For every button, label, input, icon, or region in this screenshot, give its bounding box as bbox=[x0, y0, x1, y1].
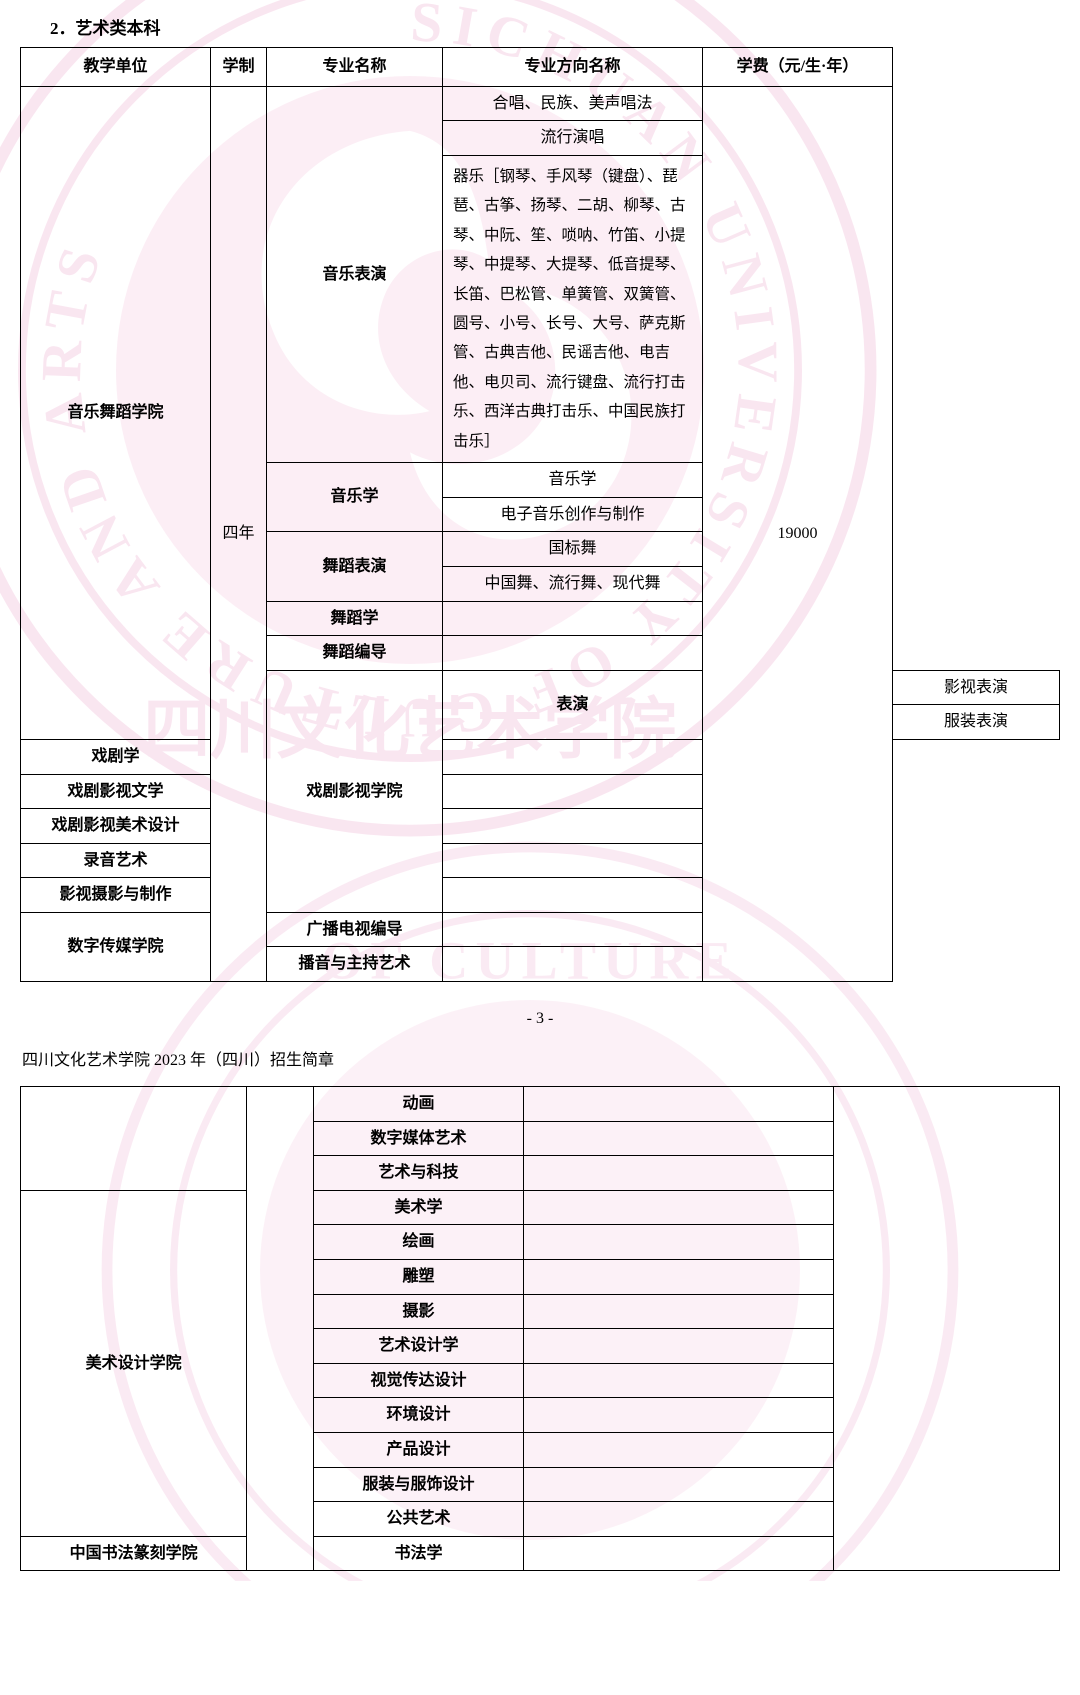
direction-cell: 服装表演 bbox=[893, 705, 1060, 740]
header-duration: 学制 bbox=[211, 48, 267, 87]
direction-cell bbox=[523, 1225, 833, 1260]
major-product-design: 产品设计 bbox=[314, 1433, 524, 1468]
direction-cell: 中国舞、流行舞、现代舞 bbox=[443, 566, 703, 601]
duration-cell: 四年 bbox=[211, 86, 267, 981]
table-row: 数字传媒学院 广播电视编导 bbox=[21, 912, 1060, 947]
major-art-design-study: 艺术设计学 bbox=[314, 1329, 524, 1364]
direction-cell bbox=[443, 739, 703, 774]
page-number: - 3 - bbox=[20, 1010, 1060, 1028]
direction-cell-long: 器乐［钢琴、手风琴（键盘）、琵琶、古筝、扬琴、二胡、柳琴、古琴、中阮、笙、唢呐、… bbox=[443, 155, 703, 462]
header-direction: 专业方向名称 bbox=[443, 48, 703, 87]
unit-blank bbox=[21, 1087, 247, 1191]
major-music-perf: 音乐表演 bbox=[267, 86, 443, 463]
unit-art-design: 美术设计学院 bbox=[21, 1190, 247, 1536]
major-recording: 录音艺术 bbox=[21, 843, 211, 878]
fee-blank bbox=[833, 1087, 1059, 1571]
major-drama-study: 戏剧学 bbox=[21, 739, 211, 774]
unit-music-dance: 音乐舞蹈学院 bbox=[21, 86, 211, 739]
unit-drama-film: 戏剧影视学院 bbox=[267, 670, 443, 912]
unit-digital-media: 数字传媒学院 bbox=[21, 912, 211, 981]
direction-cell bbox=[523, 1121, 833, 1156]
header-fee: 学费（元/生·年） bbox=[703, 48, 893, 87]
direction-cell bbox=[523, 1502, 833, 1537]
major-fine-arts: 美术学 bbox=[314, 1190, 524, 1225]
direction-cell bbox=[523, 1467, 833, 1502]
header-major: 专业名称 bbox=[267, 48, 443, 87]
direction-cell bbox=[523, 1329, 833, 1364]
table-header-row: 教学单位 学制 专业名称 专业方向名称 学费（元/生·年） bbox=[21, 48, 1060, 87]
table-row: 戏剧学 bbox=[21, 739, 1060, 774]
direction-cell bbox=[443, 878, 703, 913]
fee-cell: 19000 bbox=[703, 86, 893, 981]
major-public-art: 公共艺术 bbox=[314, 1502, 524, 1537]
direction-cell bbox=[523, 1363, 833, 1398]
table-row: 动画 bbox=[21, 1087, 1060, 1122]
direction-cell bbox=[523, 1294, 833, 1329]
major-digital-media-art: 数字媒体艺术 bbox=[314, 1121, 524, 1156]
table-row: 音乐舞蹈学院 四年 音乐表演 合唱、民族、美声唱法 19000 bbox=[21, 86, 1060, 121]
major-dance-study: 舞蹈学 bbox=[267, 601, 443, 636]
major-dance-choreo: 舞蹈编导 bbox=[267, 636, 443, 671]
program-table-2: 动画 数字媒体艺术 艺术与科技 美术设计学院 美术学 绘画 雕塑 摄影 艺术设计… bbox=[20, 1086, 1060, 1571]
direction-cell bbox=[443, 636, 703, 671]
major-env-design: 环境设计 bbox=[314, 1398, 524, 1433]
direction-cell bbox=[523, 1087, 833, 1122]
direction-cell bbox=[443, 843, 703, 878]
major-sculpture: 雕塑 bbox=[314, 1260, 524, 1295]
direction-cell bbox=[523, 1156, 833, 1191]
major-photography: 摄影 bbox=[314, 1294, 524, 1329]
table-row: 戏剧影视文学 bbox=[21, 774, 1060, 809]
major-drama-film-art: 戏剧影视美术设计 bbox=[21, 809, 211, 844]
major-art-tech: 艺术与科技 bbox=[314, 1156, 524, 1191]
major-visual-comm: 视觉传达设计 bbox=[314, 1363, 524, 1398]
direction-cell bbox=[523, 1260, 833, 1295]
direction-cell bbox=[443, 774, 703, 809]
direction-cell: 影视表演 bbox=[893, 670, 1060, 705]
next-page-header: 四川文化艺术学院 2023 年（四川）招生简章 bbox=[22, 1046, 1060, 1070]
direction-cell bbox=[443, 912, 703, 947]
major-tv-directing: 广播电视编导 bbox=[267, 912, 443, 947]
major-dance-perf: 舞蹈表演 bbox=[267, 532, 443, 601]
program-table-1: 教学单位 学制 专业名称 专业方向名称 学费（元/生·年） 音乐舞蹈学院 四年 … bbox=[20, 47, 1060, 982]
major-calligraphy: 书法学 bbox=[314, 1536, 524, 1571]
major-musicology: 音乐学 bbox=[267, 463, 443, 532]
direction-cell bbox=[443, 947, 703, 982]
direction-cell: 流行演唱 bbox=[443, 121, 703, 156]
major-fashion-design: 服装与服饰设计 bbox=[314, 1467, 524, 1502]
major-film-photo: 影视摄影与制作 bbox=[21, 878, 211, 913]
major-drama-film-lit: 戏剧影视文学 bbox=[21, 774, 211, 809]
table-row: 影视摄影与制作 bbox=[21, 878, 1060, 913]
direction-cell bbox=[523, 1433, 833, 1468]
major-acting: 表演 bbox=[443, 670, 703, 739]
direction-cell bbox=[523, 1398, 833, 1433]
table-row: 录音艺术 bbox=[21, 843, 1060, 878]
duration-blank bbox=[247, 1087, 314, 1571]
section-title: 2．艺术类本科 bbox=[50, 14, 1060, 39]
major-animation: 动画 bbox=[314, 1087, 524, 1122]
direction-cell: 电子音乐创作与制作 bbox=[443, 497, 703, 532]
direction-cell bbox=[523, 1536, 833, 1571]
direction-cell: 音乐学 bbox=[443, 463, 703, 498]
direction-cell bbox=[443, 809, 703, 844]
unit-calligraphy: 中国书法篆刻学院 bbox=[21, 1536, 247, 1571]
major-painting: 绘画 bbox=[314, 1225, 524, 1260]
direction-cell bbox=[523, 1190, 833, 1225]
direction-cell bbox=[443, 601, 703, 636]
direction-cell: 合唱、民族、美声唱法 bbox=[443, 86, 703, 121]
table-row: 戏剧影视美术设计 bbox=[21, 809, 1060, 844]
direction-cell: 国标舞 bbox=[443, 532, 703, 567]
header-unit: 教学单位 bbox=[21, 48, 211, 87]
major-broadcasting: 播音与主持艺术 bbox=[267, 947, 443, 982]
